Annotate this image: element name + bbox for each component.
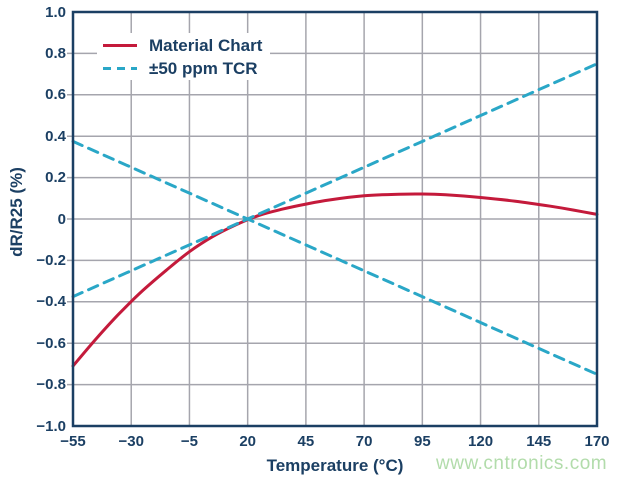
y-tick-label: 0.4 [45,127,66,145]
y-tick-label: 0.6 [45,86,66,104]
legend-label-tcr: ±50 ppm TCR [149,58,258,78]
legend: Material Chart ±50 ppm TCR [97,33,271,80]
y-tick-label: 0.2 [45,169,66,187]
y-tick-label: 0 [57,210,66,228]
x-tick-label: −5 [180,433,198,450]
y-tick-label: −0.4 [36,293,66,311]
x-tick-label: −30 [118,433,144,450]
y-tick-label: −0.2 [36,251,66,269]
series-line-2 [71,139,599,376]
y-tick-label: −1.0 [36,417,66,435]
x-tick-label: 95 [413,433,431,450]
x-tick-label: 20 [239,433,256,450]
y-tick-label: 1.0 [45,3,66,21]
legend-dashed-line-swatch [103,66,137,70]
legend-item-tcr: ±50 ppm TCR [103,59,262,77]
plot-frame [71,10,599,428]
watermark-text: www.cntronics.com [436,453,608,474]
x-tick-label: 70 [355,433,373,450]
x-axis-title: Temperature (°C) [266,456,404,475]
x-tick-label: 170 [584,433,610,450]
legend-solid-line-swatch [103,43,137,47]
y-tick-label: 0.8 [45,44,66,62]
x-tick-label: −55 [60,433,86,450]
x-tick-label: 120 [468,433,494,450]
x-tick-label: 45 [297,433,315,450]
legend-label-material-chart: Material Chart [149,35,263,55]
legend-item-material-chart: Material Chart [103,36,262,54]
y-tick-label: −0.6 [36,334,66,352]
x-tick-label: 145 [526,433,552,450]
y-axis-title: dR/R25 (%) [7,167,26,257]
series-line-1 [71,62,599,299]
series-line-0 [71,192,599,368]
y-tick-label: −0.8 [36,376,66,394]
